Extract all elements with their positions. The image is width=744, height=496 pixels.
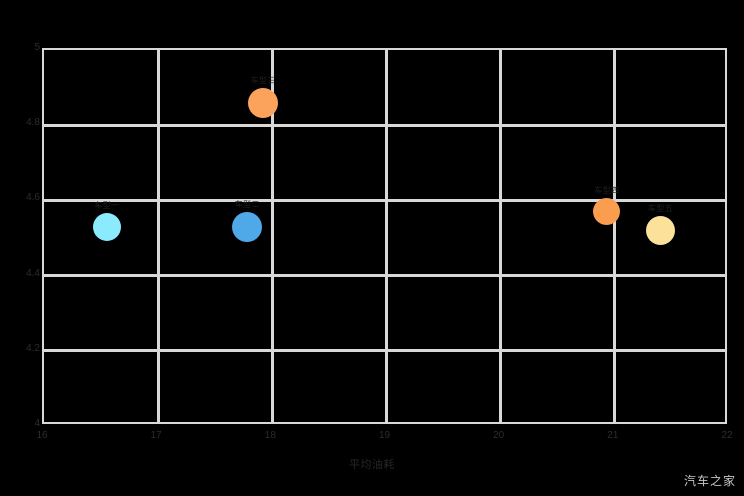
gridline-horizontal: [44, 349, 725, 353]
data-point-bubble[interactable]: [232, 211, 263, 242]
data-point-bubble[interactable]: [92, 212, 121, 241]
x-axis-tick-label: 22: [721, 430, 733, 441]
watermark-autohome: 汽车之家: [683, 474, 736, 488]
y-axis-tick-label: 5: [34, 42, 40, 53]
data-point-bubble[interactable]: [248, 87, 279, 118]
data-point-label: 车型二: [234, 199, 260, 209]
gridline-vertical: [499, 50, 503, 422]
gridline-horizontal: [44, 198, 725, 202]
data-point-label: 车型四: [594, 186, 620, 196]
x-axis-tick-label: 21: [607, 430, 619, 441]
x-axis-tick-label: 16: [36, 430, 48, 441]
x-axis-tick-label: 18: [264, 430, 276, 441]
gridline-horizontal: [44, 123, 725, 127]
data-point-bubble[interactable]: [646, 215, 675, 245]
plot-area: 车型一 车型二 车型三车型四车型五: [42, 48, 727, 424]
y-axis-tick-label: 4.4: [26, 267, 40, 279]
data-point-label: 车型一: [94, 200, 120, 210]
data-point-bubble[interactable]: [593, 198, 621, 226]
gridline-vertical: [156, 50, 160, 422]
x-axis-tick-label: 17: [150, 430, 162, 441]
x-axis-tick-label: 20: [493, 430, 505, 441]
gridline-horizontal: [44, 274, 725, 278]
y-axis-tick-label: 4.2: [26, 342, 40, 354]
y-axis-tick-label: 4.6: [26, 192, 40, 204]
y-axis-tick-label: 4.8: [26, 117, 40, 129]
gridline-vertical: [613, 50, 617, 422]
gridline-vertical: [270, 50, 274, 422]
data-point-label: 车型三: [250, 75, 276, 85]
x-axis-tick-label: 19: [378, 430, 391, 441]
x-axis-title: 平均油耗: [349, 459, 395, 471]
y-axis-tick-label: 4: [34, 418, 40, 429]
gridline-vertical: [385, 50, 388, 422]
data-point-label: 车型五: [648, 203, 673, 213]
